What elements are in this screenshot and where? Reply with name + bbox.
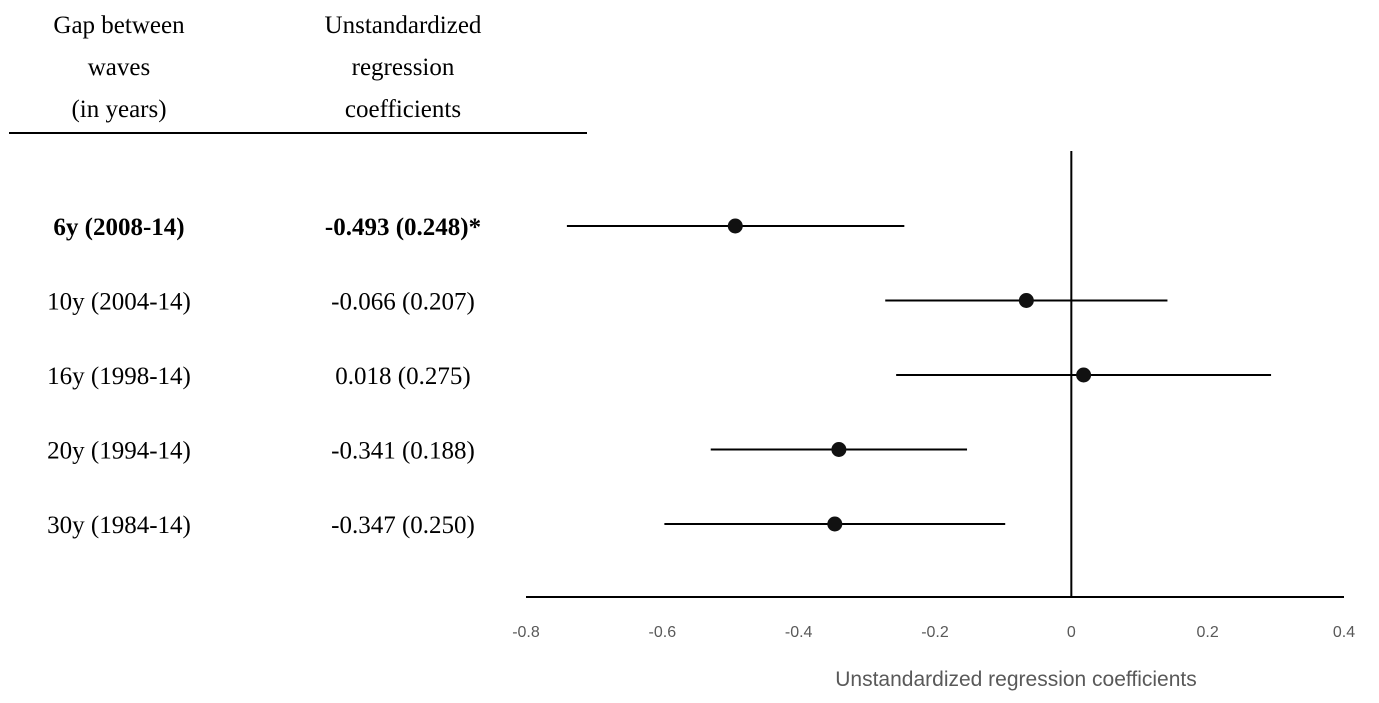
row-label: 10y (2004-14) (47, 289, 191, 316)
x-tick-label: 0 (1067, 624, 1076, 641)
x-tick-label: -0.4 (785, 624, 813, 641)
header-gap-line-1: Gap between (53, 12, 185, 39)
estimate-point (827, 516, 843, 532)
estimate-point (727, 218, 743, 234)
x-tick-label: 0.2 (1197, 624, 1219, 641)
x-tick-label: -0.8 (512, 624, 540, 641)
row-label: 16y (1998-14) (47, 363, 191, 390)
x-tick-label: -0.2 (921, 624, 949, 641)
header-coef-line-3: coefficients (345, 96, 461, 123)
row-label: 20y (1994-14) (47, 438, 191, 465)
plot-layer: -0.8 -0.6 -0.4 -0.2 0 0.2 0.4 Unstandardized re… (512, 151, 1355, 691)
rows-layer: 6y (2008-14) -0.493 (0.248)* 10y (2004-14)… (47, 214, 481, 539)
row-coefficient: -0.493 (0.248)* (325, 214, 481, 241)
x-tick-label: -0.6 (649, 624, 677, 641)
row-label: 30y (1984-14) (47, 512, 191, 539)
estimate-point (1076, 367, 1092, 383)
header-gap-line-3: (in years) (71, 96, 166, 123)
row-coefficient: -0.341 (0.188) (331, 438, 475, 465)
x-axis-label: Unstandardized regression coefficients (835, 668, 1196, 691)
header-coef-line-1: Unstandardized (325, 12, 482, 39)
row-coefficient: -0.347 (0.250) (331, 512, 475, 539)
row-coefficient: -0.066 (0.207) (331, 289, 475, 316)
header-gap-line-2: waves (88, 54, 150, 81)
estimate-point (1018, 293, 1034, 308)
header-coef-line-2: regression (352, 54, 455, 81)
row-coefficient: 0.018 (0.275) (335, 363, 470, 390)
estimate-point (831, 442, 847, 457)
row-label: 6y (2008-14) (53, 214, 184, 241)
x-tick-label: 0.4 (1333, 624, 1355, 641)
